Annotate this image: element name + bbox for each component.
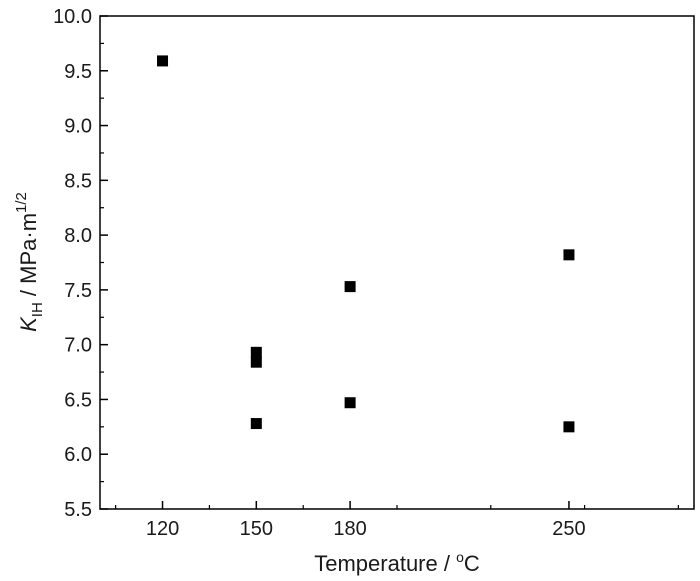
data-points (157, 55, 575, 433)
plot-frame (99, 15, 695, 510)
data-point (250, 356, 262, 368)
data-point (563, 421, 575, 433)
y-tick-label: 5.5 (64, 499, 92, 521)
y-tick-label: 8.0 (64, 225, 92, 247)
x-tick-label: 180 (333, 518, 366, 540)
x-tick-label: 250 (552, 518, 585, 540)
data-point (563, 249, 575, 261)
x-tick-label: 120 (146, 518, 179, 540)
y-tick-label: 6.0 (64, 444, 92, 466)
y-axis-ticks: 5.5 6.0 6.5 7.0 7.5 8.0 8.5 9.0 9.5 10.0 (53, 6, 108, 521)
data-point (250, 418, 262, 430)
y-tick-label: 7.5 (64, 280, 92, 302)
x-axis-title: Temperature / oC (314, 549, 480, 576)
x-axis-ticks: 120 150 180 250 (115, 501, 679, 540)
data-point (344, 281, 356, 293)
x-tick-label: 150 (240, 518, 273, 540)
y-tick-label: 8.5 (64, 170, 92, 192)
y-tick-label: 10.0 (53, 6, 92, 28)
data-point (250, 346, 262, 358)
data-point (157, 55, 169, 67)
y-tick-label: 7.0 (64, 335, 92, 357)
y-tick-label: 9.0 (64, 116, 92, 138)
y-tick-label: 9.5 (64, 61, 92, 83)
y-tick-label: 6.5 (64, 389, 92, 411)
y-axis-title: KIH / MPa·m1/2 (13, 192, 46, 332)
data-point (344, 397, 356, 409)
